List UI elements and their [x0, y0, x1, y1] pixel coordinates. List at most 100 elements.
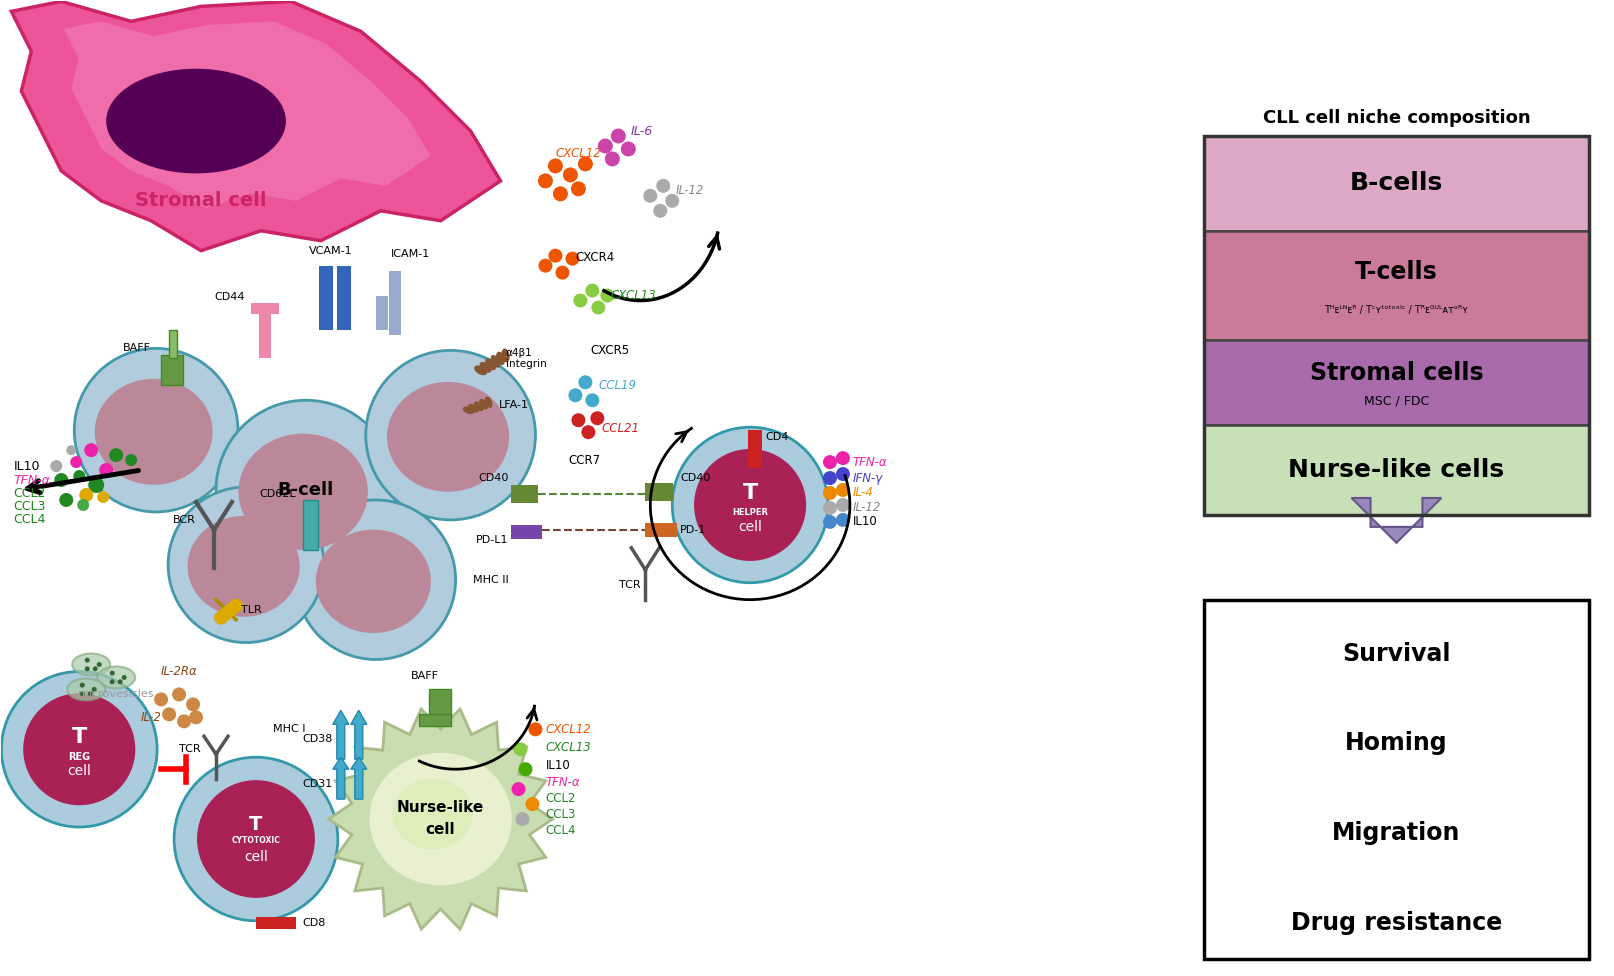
Bar: [337, 265, 350, 331]
Circle shape: [2, 671, 157, 827]
Circle shape: [77, 499, 89, 510]
Ellipse shape: [73, 654, 110, 675]
Text: Nurse-like: Nurse-like: [397, 799, 484, 815]
Bar: [1204, 136, 1588, 230]
Polygon shape: [329, 709, 552, 929]
Circle shape: [578, 376, 592, 389]
Circle shape: [513, 743, 528, 756]
Text: CD40: CD40: [478, 473, 508, 483]
Text: CXCL13: CXCL13: [546, 741, 591, 753]
Circle shape: [568, 388, 583, 402]
Bar: [1204, 599, 1588, 958]
Text: Tᴴᴇᴸᴺᴇᴿ / Tᶜʏᵗᵒᵗᵒˣᴵᶜ / Tᴿᴇᴳᵁᴸᴀᴛᵒᴿʏ: Tᴴᴇᴸᴺᴇᴿ / Tᶜʏᵗᵒᵗᵒˣᴵᶜ / Tᴿᴇᴳᵁᴸᴀᴛᵒᴿʏ: [1323, 305, 1467, 314]
Text: TFN-α: TFN-α: [13, 473, 50, 486]
Circle shape: [74, 348, 237, 512]
Text: BCR: BCR: [173, 515, 195, 525]
Text: cell: cell: [68, 764, 90, 778]
Circle shape: [694, 449, 805, 561]
Text: B-cell: B-cell: [278, 481, 334, 499]
Text: IL10: IL10: [13, 460, 40, 472]
Circle shape: [552, 186, 568, 201]
Bar: [303, 500, 318, 549]
Circle shape: [50, 460, 63, 472]
Text: HELPER: HELPER: [731, 508, 768, 517]
Bar: [389, 270, 400, 336]
Text: T: T: [71, 727, 87, 748]
Circle shape: [178, 714, 190, 728]
Bar: [169, 331, 178, 358]
Ellipse shape: [370, 752, 512, 885]
Circle shape: [153, 692, 168, 707]
Text: BAFF: BAFF: [123, 344, 152, 353]
Text: CCL4: CCL4: [546, 824, 576, 836]
Circle shape: [110, 671, 115, 675]
Ellipse shape: [479, 362, 491, 373]
Circle shape: [528, 722, 542, 736]
Ellipse shape: [97, 667, 136, 688]
Circle shape: [216, 400, 395, 580]
Text: CCR7: CCR7: [568, 454, 600, 467]
Circle shape: [97, 662, 102, 667]
Polygon shape: [63, 21, 431, 208]
Text: MHC I: MHC I: [273, 724, 305, 734]
Text: CXCL12: CXCL12: [555, 147, 600, 160]
Ellipse shape: [387, 382, 508, 492]
Bar: [510, 525, 542, 539]
Circle shape: [652, 204, 667, 218]
Circle shape: [620, 142, 636, 156]
Circle shape: [224, 602, 237, 617]
Text: cell: cell: [738, 520, 762, 534]
Circle shape: [563, 168, 578, 183]
Circle shape: [555, 265, 570, 279]
Circle shape: [642, 188, 657, 203]
Circle shape: [84, 443, 98, 457]
Circle shape: [518, 762, 533, 776]
Text: CXCR5: CXCR5: [591, 344, 629, 357]
Text: BAFF: BAFF: [410, 671, 439, 681]
Circle shape: [610, 129, 626, 143]
Text: PD-L1: PD-L1: [476, 535, 508, 545]
Bar: [646, 523, 676, 537]
Circle shape: [584, 284, 599, 298]
Bar: [250, 303, 279, 314]
Text: microvesicles: microvesicles: [79, 689, 153, 700]
Text: IL-12: IL-12: [675, 184, 704, 197]
Circle shape: [23, 693, 136, 805]
Ellipse shape: [95, 379, 213, 485]
Text: CYTOTOXIC: CYTOTOXIC: [231, 836, 281, 845]
Bar: [376, 296, 387, 331]
Text: CXCL13: CXCL13: [610, 289, 655, 302]
Circle shape: [73, 470, 86, 482]
Bar: [255, 916, 295, 929]
Text: Drug resistance: Drug resistance: [1290, 911, 1501, 935]
Circle shape: [578, 156, 592, 172]
Text: IL10: IL10: [546, 758, 570, 772]
Text: CCL3: CCL3: [13, 501, 45, 513]
Text: IL-12: IL-12: [852, 502, 881, 514]
Ellipse shape: [473, 401, 483, 411]
Circle shape: [92, 667, 98, 671]
Circle shape: [168, 487, 324, 642]
FancyArrow shape: [350, 711, 366, 759]
Text: CCL19: CCL19: [599, 379, 636, 391]
Circle shape: [573, 294, 587, 307]
Ellipse shape: [484, 396, 492, 408]
Ellipse shape: [468, 404, 479, 413]
Circle shape: [174, 757, 337, 920]
Text: CD44: CD44: [215, 292, 245, 302]
Circle shape: [591, 301, 605, 314]
Text: CD31: CD31: [302, 779, 332, 790]
Text: Survival: Survival: [1341, 641, 1449, 666]
Bar: [161, 355, 182, 386]
Ellipse shape: [316, 530, 431, 633]
Text: CCL3: CCL3: [546, 807, 576, 821]
Text: Stromal cells: Stromal cells: [1309, 360, 1482, 385]
Text: IFN-γ: IFN-γ: [852, 471, 883, 484]
FancyArrow shape: [332, 711, 349, 759]
Circle shape: [66, 445, 76, 455]
Circle shape: [591, 411, 604, 426]
Text: TCR: TCR: [618, 580, 639, 590]
Circle shape: [823, 515, 836, 529]
Bar: [318, 265, 332, 331]
Ellipse shape: [107, 68, 286, 174]
